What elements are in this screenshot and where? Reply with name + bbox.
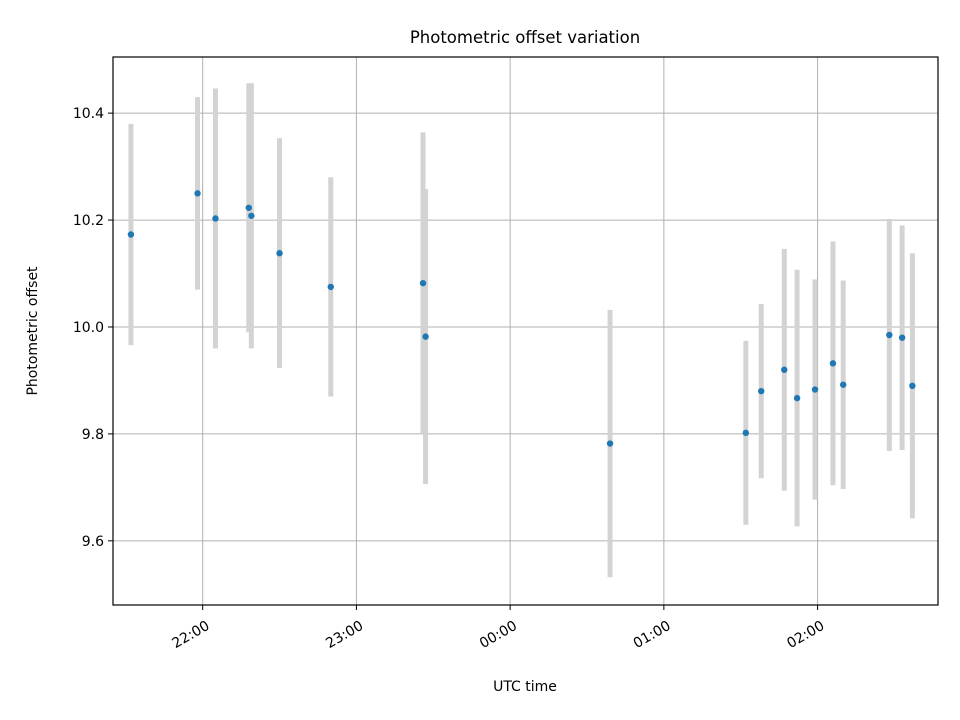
- x-axis-label: UTC time: [493, 679, 557, 695]
- data-point: [781, 366, 788, 373]
- data-point: [248, 212, 255, 219]
- y-tick-label: 10.4: [73, 106, 104, 122]
- y-tick-label: 10.0: [73, 320, 104, 336]
- x-tick-label: 01:00: [631, 618, 674, 652]
- data-point: [127, 231, 135, 238]
- data-point: [212, 215, 219, 222]
- data-point: [194, 190, 201, 197]
- data-point: [793, 394, 801, 402]
- data-point: [886, 331, 893, 339]
- x-tick-label: 00:00: [477, 618, 520, 652]
- error-bars: [128, 83, 915, 578]
- y-axis-label: Photometric offset: [25, 266, 41, 396]
- data-point: [898, 334, 906, 341]
- data-point: [606, 440, 614, 447]
- x-tick-label: 22:00: [170, 618, 213, 652]
- chart-title: Photometric offset variation: [410, 28, 640, 47]
- y-ticks: 9.6 9.8 10.0 10.2 10.4: [73, 106, 113, 550]
- grid: [113, 57, 938, 605]
- data-point: [742, 429, 750, 437]
- data-point: [422, 333, 429, 340]
- y-tick-label: 9.8: [82, 427, 104, 443]
- data-point: [840, 381, 847, 388]
- data-point: [327, 283, 334, 291]
- y-tick-label: 9.6: [82, 534, 104, 550]
- data-points: [127, 190, 916, 447]
- plot-frame: [112, 56, 939, 606]
- data-point: [829, 360, 837, 367]
- x-tick-label: 23:00: [323, 618, 366, 652]
- y-tick-label: 10.2: [73, 213, 104, 229]
- data-point: [419, 279, 427, 287]
- x-ticks: 22:00 23:00 00:00 01:00 02:00: [170, 605, 827, 652]
- x-tick-label: 02:00: [784, 618, 827, 652]
- data-point: [909, 382, 916, 389]
- data-point: [245, 204, 252, 211]
- data-point: [276, 250, 283, 257]
- data-point: [758, 387, 765, 395]
- data-point: [811, 386, 819, 393]
